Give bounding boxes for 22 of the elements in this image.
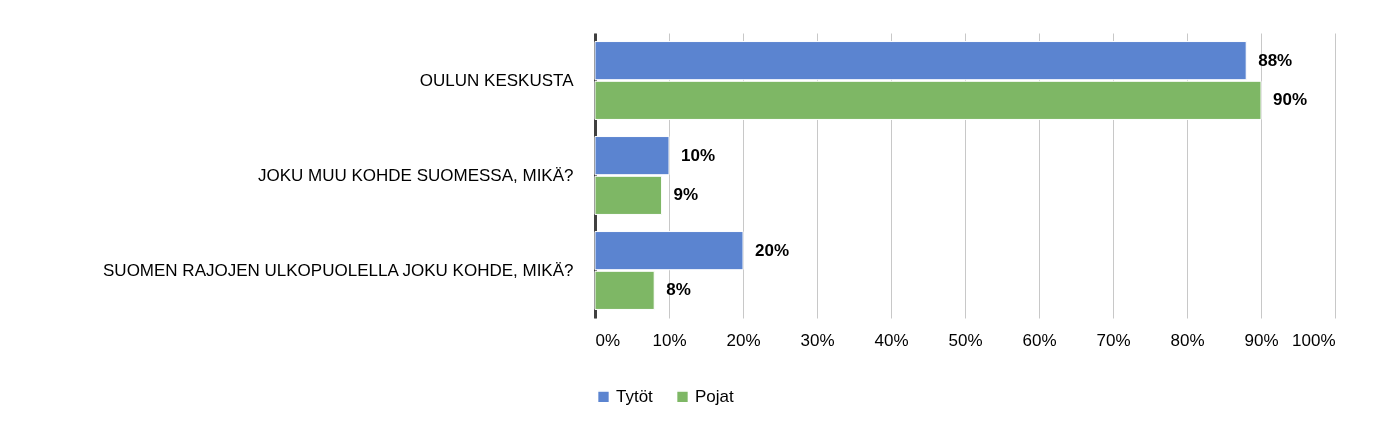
data-label: 9%: [673, 185, 699, 205]
legend-label: Tytöt: [616, 386, 654, 406]
x-tick-label: 30%: [800, 330, 835, 350]
x-tick-label: 70%: [1096, 330, 1131, 350]
x-tick-label: 10%: [652, 330, 687, 350]
x-tick-label: 0%: [595, 330, 621, 350]
data-label: 10%: [681, 145, 716, 165]
x-tick-label: 50%: [948, 330, 983, 350]
data-label: 8%: [666, 280, 691, 300]
x-tick-label: 20%: [726, 330, 761, 350]
data-label: 88%: [1258, 50, 1293, 70]
data-label: 90%: [1273, 90, 1308, 110]
x-tick-label: 90%: [1244, 330, 1279, 350]
x-tick-label: 60%: [1022, 330, 1057, 350]
x-tick-label: 40%: [874, 330, 909, 350]
x-tick-label: 80%: [1170, 330, 1205, 350]
y-tick-label: JOKU MUU KOHDE SUOMESSA, MIKÄ?: [258, 165, 574, 185]
x-tick-label: 100%: [1292, 330, 1336, 350]
y-tick-label: SUOMEN RAJOJEN ULKOPUOLELLA JOKU KOHDE, MIKÄ?: [103, 260, 574, 280]
y-tick-label: OULUN KESKUSTA: [419, 70, 575, 90]
data-label: 20%: [755, 240, 790, 260]
legend-label: Pojat: [695, 386, 735, 406]
